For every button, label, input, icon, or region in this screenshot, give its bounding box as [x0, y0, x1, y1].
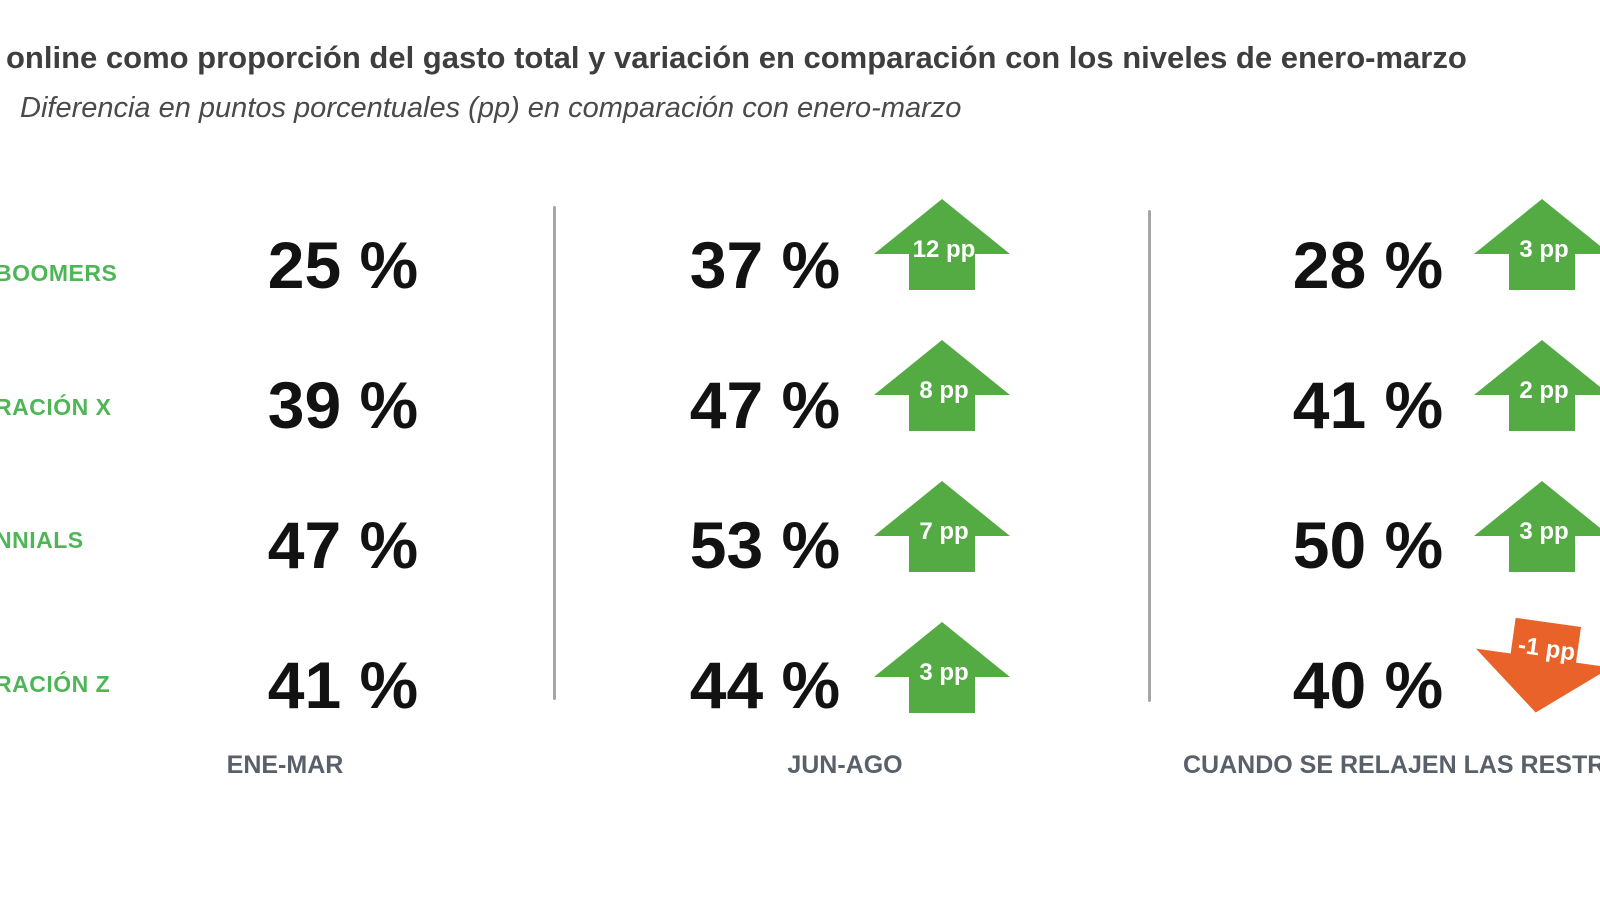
generation-label-gen-x: RACIÓN X [0, 394, 112, 420]
generation-label-millennials: NNIALS [0, 527, 84, 553]
pct-millennials-jun-ago: 53 % [689, 508, 841, 582]
delta-arrow-up-icon: 3 pp [1472, 197, 1600, 292]
pct-boomers-ene-mar: 25 % [267, 228, 419, 302]
period-label-relajen-restricciones: CUANDO SE RELAJEN LAS RESTR [1183, 751, 1600, 779]
delta-arrow-up-icon: 8 pp [872, 338, 1012, 433]
delta-arrow-up-icon: 3 pp [1472, 479, 1600, 574]
chart-title: online como proporción del gasto total y… [6, 40, 1467, 75]
pct-boomers-jun-ago: 37 % [689, 228, 841, 302]
generation-label-gen-z: RACIÓN Z [0, 671, 111, 697]
pct-genx-ene-mar: 39 % [267, 368, 419, 442]
pct-millennials-ene-mar: 47 % [267, 508, 419, 582]
period-label-jun-ago: JUN-AGO [787, 751, 903, 779]
delta-arrow-up-icon: 12 pp [872, 197, 1012, 292]
delta-arrow-down-icon: -1 pp [1466, 611, 1600, 725]
pct-boomers-relajen: 28 % [1292, 228, 1444, 302]
column-divider-1 [553, 206, 556, 700]
pct-genx-relajen: 41 % [1292, 368, 1444, 442]
delta-value: 2 pp [1519, 377, 1568, 404]
delta-value: 12 pp [913, 236, 976, 263]
pct-genz-jun-ago: 44 % [689, 648, 841, 722]
delta-value: 8 pp [919, 377, 968, 404]
delta-arrow-up-icon: 3 pp [872, 620, 1012, 715]
pct-genx-jun-ago: 47 % [689, 368, 841, 442]
delta-arrow-up-icon: 2 pp [1472, 338, 1600, 433]
generation-label-boomers: BOOMERS [0, 260, 118, 286]
chart-subtitle: Diferencia en puntos porcentuales (pp) e… [20, 92, 962, 124]
delta-value: 3 pp [1519, 518, 1568, 545]
pct-genz-relajen: 40 % [1292, 648, 1444, 722]
column-divider-2 [1148, 210, 1151, 702]
delta-value: 7 pp [919, 518, 968, 545]
delta-value: 3 pp [919, 659, 968, 686]
delta-value: 3 pp [1519, 236, 1568, 263]
period-label-ene-mar: ENE-MAR [226, 751, 344, 779]
delta-arrow-up-icon: 7 pp [872, 479, 1012, 574]
pct-genz-ene-mar: 41 % [267, 648, 419, 722]
pct-millennials-relajen: 50 % [1292, 508, 1444, 582]
